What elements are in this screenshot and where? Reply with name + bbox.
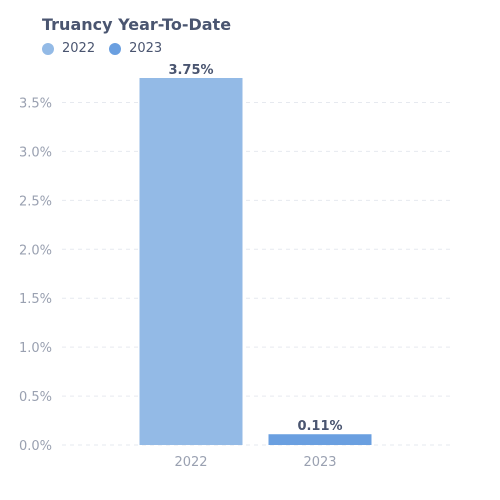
- y-tick-label: 2.5%: [19, 194, 52, 209]
- legend-item-2023[interactable]: 2023: [109, 41, 162, 56]
- x-tick-label: 2023: [303, 455, 336, 470]
- legend-item-2022[interactable]: 2022: [42, 41, 95, 56]
- y-tick-label: 3.0%: [19, 145, 52, 160]
- chart-title: Truancy Year-To-Date: [42, 15, 232, 34]
- bar-2023[interactable]: [268, 434, 372, 445]
- data-label-2022: 3.75%: [168, 63, 213, 78]
- y-tick-label: 3.5%: [19, 96, 52, 111]
- y-tick-label: 1.0%: [19, 341, 52, 356]
- y-tick-label: 0.0%: [19, 439, 52, 454]
- legend-label-2023: 2023: [129, 41, 163, 56]
- x-tick-label: 2022: [174, 455, 207, 470]
- y-tick-label: 0.5%: [19, 390, 52, 405]
- bar-2022[interactable]: [139, 78, 243, 445]
- data-label-2023: 0.11%: [297, 419, 342, 434]
- y-tick-label: 1.5%: [19, 292, 52, 307]
- chart-legend: 2022 2023: [42, 41, 176, 56]
- y-tick-label: 2.0%: [19, 243, 52, 258]
- legend-marker-2023: [109, 42, 122, 55]
- legend-label-2022: 2022: [62, 41, 96, 56]
- legend-marker-2022: [42, 42, 54, 55]
